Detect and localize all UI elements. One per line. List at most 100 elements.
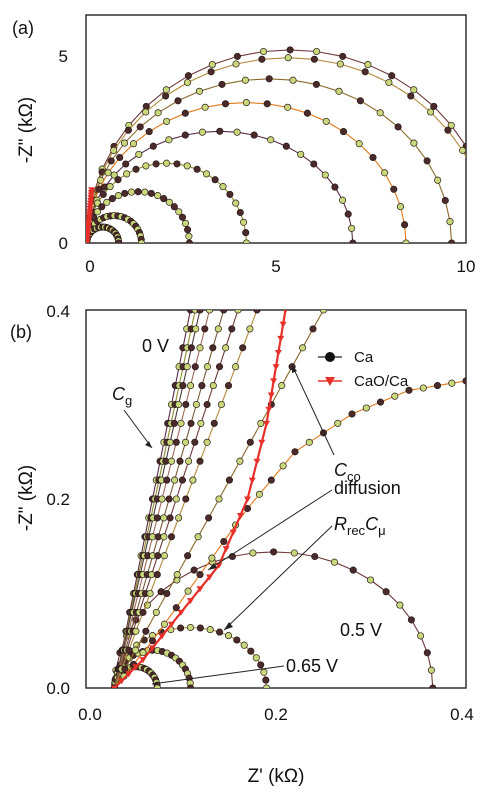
data-point	[153, 684, 161, 688]
data-point	[163, 159, 171, 167]
data-point	[175, 514, 183, 522]
data-point	[233, 52, 241, 60]
data-point	[198, 128, 206, 136]
annotation-0v: 0 V	[142, 336, 169, 356]
data-point	[191, 363, 199, 371]
data-point	[183, 162, 191, 170]
data-point	[396, 601, 404, 609]
data-point	[419, 384, 427, 392]
data-point	[471, 169, 477, 175]
data-point	[319, 310, 328, 314]
data-point	[279, 321, 287, 328]
data-point	[165, 198, 173, 206]
data-point	[129, 140, 138, 148]
panel-a-y-tick-5: 5	[59, 47, 68, 66]
data-point	[86, 203, 94, 210]
data-point	[388, 72, 396, 80]
data-point	[167, 533, 176, 541]
data-point	[154, 192, 162, 200]
data-point	[201, 103, 209, 111]
data-point	[448, 379, 456, 387]
data-point	[196, 571, 204, 579]
data-point	[147, 189, 155, 197]
data-point	[270, 378, 278, 385]
data-point	[152, 160, 160, 168]
data-point	[148, 637, 157, 645]
data-point	[196, 624, 204, 632]
data-point	[163, 476, 171, 484]
data-point	[396, 203, 405, 211]
data-point	[224, 632, 233, 640]
data-point	[208, 61, 216, 69]
data-point	[125, 646, 133, 654]
data-point	[362, 404, 370, 412]
annotation-0-5v: 0.5 V	[340, 620, 382, 640]
data-point	[267, 476, 275, 484]
data-point	[203, 438, 211, 446]
data-point	[145, 128, 153, 136]
data-point	[165, 495, 173, 503]
data-point	[344, 210, 352, 218]
data-point	[222, 546, 230, 553]
data-point	[167, 457, 176, 465]
data-point	[259, 47, 268, 56]
data-point	[134, 188, 142, 196]
data-point	[178, 476, 186, 484]
data-point	[153, 514, 161, 522]
data-point	[376, 109, 384, 117]
data-point	[163, 117, 171, 125]
panel-a-label: (a)	[12, 18, 34, 38]
data-point	[166, 438, 174, 446]
arrow-cco-head	[292, 365, 297, 373]
data-point	[322, 117, 330, 125]
annotation-cmu-main: C	[365, 514, 379, 534]
data-point	[132, 627, 140, 635]
data-point	[262, 684, 271, 688]
data-point	[187, 598, 194, 605]
data-point	[401, 221, 409, 229]
data-point	[290, 549, 298, 557]
data-point	[208, 554, 216, 562]
data-point	[221, 100, 230, 108]
data-point	[483, 190, 487, 196]
data-point	[146, 589, 154, 598]
series-group	[110, 310, 466, 688]
data-point	[175, 208, 183, 216]
annotation-cg: Cg	[112, 384, 132, 408]
data-point	[163, 589, 171, 598]
data-point	[391, 392, 399, 400]
data-point	[313, 47, 321, 56]
data-point	[139, 657, 147, 664]
data-point	[201, 325, 209, 333]
arrow-rrec	[223, 525, 333, 631]
panel-a-y-tick-0: 0	[59, 234, 68, 253]
data-point	[190, 566, 198, 574]
data-point	[255, 490, 263, 498]
arrow-0-65v	[151, 665, 285, 685]
panel-b-y-tick-2: 0.4	[46, 302, 70, 321]
data-point	[339, 128, 348, 136]
data-point	[160, 620, 168, 628]
data-point	[348, 410, 356, 418]
data-point	[139, 608, 147, 616]
data-point	[158, 633, 166, 640]
data-point	[177, 419, 185, 427]
data-point	[181, 109, 189, 117]
panel-b-x-tick-1: 0.2	[264, 705, 288, 724]
data-point	[195, 87, 203, 95]
data-point	[187, 419, 195, 427]
data-point	[282, 142, 290, 150]
data-point	[417, 632, 425, 640]
data-point	[402, 239, 410, 243]
data-point	[232, 363, 240, 371]
data-point	[132, 664, 140, 671]
data-point	[459, 146, 466, 154]
data-point	[110, 146, 118, 154]
data-point	[122, 160, 130, 168]
data-point	[87, 192, 95, 199]
arrow-diffusion-head	[208, 563, 217, 570]
data-point	[232, 199, 240, 207]
data-point	[236, 208, 244, 217]
data-point	[135, 150, 143, 158]
data-point	[258, 55, 266, 63]
